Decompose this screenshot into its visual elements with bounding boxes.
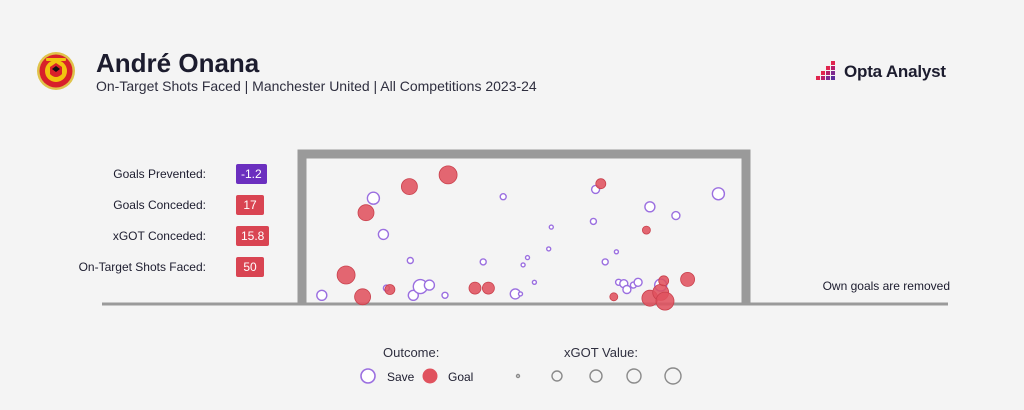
stat-badge: -1.2: [236, 164, 267, 184]
goal-marker: [384, 284, 396, 295]
goal-marker: [357, 204, 375, 222]
goal-marker: [438, 165, 458, 185]
goal-marker: [400, 178, 418, 196]
goal-marker: [680, 271, 695, 287]
stat-goals-conceded: Goals Conceded: 17: [40, 195, 280, 217]
save-marker: [479, 258, 487, 266]
goal-marker: [609, 292, 619, 302]
stat-label: On-Target Shots Faced:: [78, 260, 206, 274]
legend-xgot-title: xGOT Value:: [564, 345, 638, 360]
stat-badge: 17: [236, 195, 264, 215]
stat-on-target-shots: On-Target Shots Faced: 50: [40, 257, 280, 279]
legend-size-marker: [515, 373, 521, 379]
save-marker: [499, 192, 507, 201]
legend-size-marker: [551, 370, 563, 382]
legend-goal-marker: [422, 368, 438, 384]
opta-analyst-logo-icon: [816, 61, 835, 80]
stat-badge: 15.8: [236, 226, 270, 246]
legend-size-marker: [664, 367, 682, 385]
stat-label: Goals Prevented:: [113, 167, 206, 181]
save-marker: [441, 291, 449, 299]
legend-size-marker: [589, 369, 603, 383]
legend-save-label: Save: [387, 370, 415, 384]
save-marker: [711, 187, 726, 201]
save-marker: [644, 201, 656, 213]
save-marker: [524, 254, 531, 261]
brand-name: Opta Analyst: [844, 62, 946, 81]
save-marker: [377, 228, 390, 241]
goal-marker: [481, 281, 495, 295]
manchester-united-crest-icon: [37, 52, 75, 90]
stat-label: xGOT Conceded:: [112, 229, 206, 243]
save-marker: [531, 279, 538, 285]
goal-marker: [354, 288, 372, 306]
legend-outcome-title: Outcome:: [383, 345, 440, 360]
goal-marker: [642, 225, 651, 235]
save-marker: [589, 217, 598, 226]
save-marker: [633, 277, 643, 287]
page-subtitle: On-Target Shots Faced | Manchester Unite…: [96, 78, 537, 94]
header: André Onana On-Target Shots Faced | Manc…: [36, 44, 996, 104]
shot-markers: [316, 165, 726, 311]
brand-logo: Opta Analyst: [816, 58, 966, 86]
own-goals-note: Own goals are removed: [822, 279, 950, 293]
save-marker: [406, 256, 414, 265]
legend-goal-label: Goal: [448, 370, 474, 384]
stat-xgot-conceded: xGOT Conceded: 15.8: [40, 226, 280, 248]
stat-goals-prevented: Goals Prevented: -1.2: [40, 164, 280, 186]
save-marker: [601, 258, 609, 266]
goal-marker: [655, 291, 675, 311]
stat-label: Goals Conceded:: [113, 198, 206, 212]
save-marker: [546, 246, 552, 252]
save-marker: [520, 262, 526, 268]
save-marker: [517, 291, 524, 297]
save-marker: [423, 279, 436, 291]
legend-size-marker: [626, 368, 642, 384]
legend-markers: [360, 367, 682, 385]
goal-marker: [658, 275, 670, 287]
goal-marker: [468, 281, 482, 295]
save-marker: [548, 224, 554, 230]
legend-save-marker: [360, 368, 376, 384]
save-marker: [622, 284, 632, 295]
save-marker: [316, 289, 328, 301]
stat-badge: 50: [236, 257, 264, 277]
save-marker: [613, 249, 620, 255]
goal-marker: [336, 265, 356, 285]
goal-marker: [595, 178, 607, 190]
goal-frame: [297, 149, 751, 304]
save-marker: [671, 210, 681, 221]
save-marker: [366, 191, 381, 205]
page-title: André Onana: [96, 48, 260, 78]
